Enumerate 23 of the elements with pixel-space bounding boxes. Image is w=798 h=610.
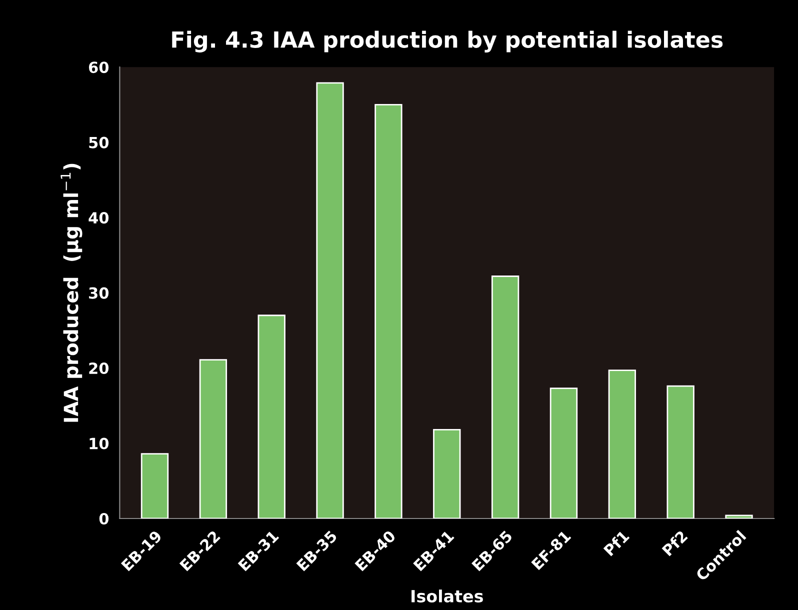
bar bbox=[433, 429, 461, 518]
bar bbox=[666, 385, 694, 518]
x-tick-label: Pf1 bbox=[603, 530, 630, 556]
x-tick-label: Pf2 bbox=[661, 530, 688, 556]
bar bbox=[199, 359, 228, 518]
x-axis-title: Isolates bbox=[412, 590, 483, 602]
bar bbox=[491, 276, 520, 518]
y-tick-label: 0 bbox=[99, 512, 109, 525]
bar bbox=[725, 514, 753, 518]
y-tick-label: 20 bbox=[89, 362, 109, 374]
y-tick-label: 60 bbox=[88, 62, 109, 74]
chart-title: Fig. 4.3 IAA production by potential isolates bbox=[172, 30, 723, 52]
bar bbox=[608, 370, 636, 518]
bar bbox=[140, 453, 169, 518]
y-tick-label: 40 bbox=[88, 212, 109, 224]
y-axis-title: IAA produced (µg ml$^{−1}$) bbox=[60, 164, 82, 422]
bar bbox=[316, 82, 344, 518]
y-tick-label: 10 bbox=[90, 438, 109, 450]
bar bbox=[374, 104, 402, 518]
bar bbox=[550, 388, 578, 518]
y-tick-label: 50 bbox=[89, 136, 109, 148]
bar bbox=[258, 314, 286, 518]
y-tick-label: 30 bbox=[89, 287, 109, 299]
